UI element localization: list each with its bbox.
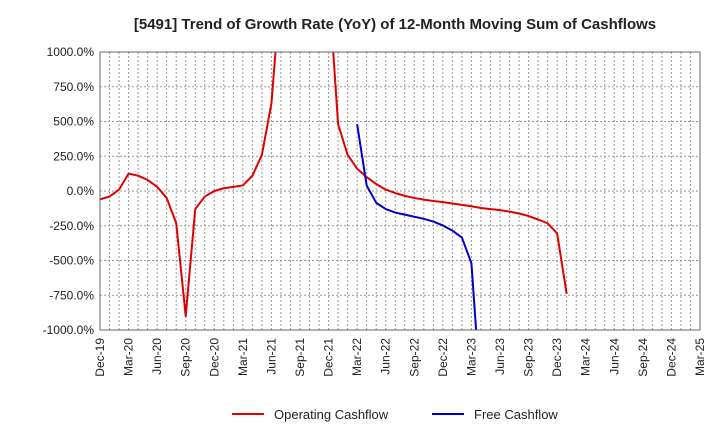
x-tick-label: Sep-22: [407, 338, 421, 377]
x-tick-label: Sep-24: [636, 338, 650, 377]
series-group: [100, 52, 568, 330]
x-tick-label: Mar-24: [579, 338, 593, 376]
x-tick-label: Mar-21: [236, 338, 250, 376]
x-tick-label: Dec-21: [322, 338, 336, 377]
x-tick-label: Sep-23: [522, 338, 536, 377]
y-tick-label: -250.0%: [49, 219, 94, 233]
plot-frame: [99, 51, 701, 331]
legend-label-1: Free Cashflow: [474, 407, 558, 422]
y-tick-label: -1000.0%: [43, 323, 95, 337]
y-tick-label: 250.0%: [53, 149, 94, 163]
x-tick-label: Jun-24: [607, 338, 621, 375]
grid: [99, 51, 701, 331]
y-tick-label: 0.0%: [67, 184, 95, 198]
legend: Operating Cashflow Free Cashflow: [232, 407, 558, 422]
x-tick-label: Jun-22: [379, 338, 393, 375]
x-tick-label: Mar-20: [122, 338, 136, 376]
y-tick-label: 750.0%: [53, 80, 94, 94]
series-line-1: [356, 124, 478, 330]
y-tick-label: -500.0%: [49, 254, 94, 268]
x-tick-label: Dec-22: [436, 338, 450, 377]
x-tick-label: Dec-20: [207, 338, 221, 377]
x-tick-label: Jun-21: [264, 338, 278, 375]
x-tick-label: Mar-23: [464, 338, 478, 376]
series-line-0: [100, 52, 568, 318]
x-tick-label: Mar-25: [693, 338, 707, 376]
y-tick-label: 1000.0%: [47, 45, 95, 59]
x-tick-label: Dec-19: [93, 338, 107, 377]
x-axis: Dec-19 Mar-20 Jun-20 Sep-20 Dec-20 Mar-21 Jun-…: [93, 338, 707, 377]
x-tick-label: Dec-24: [664, 338, 678, 377]
x-tick-label: Sep-20: [179, 338, 193, 377]
x-tick-label: Dec-23: [550, 338, 564, 377]
x-tick-label: Sep-21: [293, 338, 307, 377]
x-tick-label: Jun-20: [150, 338, 164, 375]
chart-title: [5491] Trend of Growth Rate (YoY) of 12-…: [134, 16, 656, 33]
y-tick-label: -750.0%: [49, 288, 94, 302]
x-tick-label: Jun-23: [493, 338, 507, 375]
y-axis: 1000.0% 750.0% 500.0% 250.0% 0.0% -250.0% -500…: [43, 45, 95, 337]
y-tick-label: 500.0%: [53, 115, 94, 129]
x-tick-label: Mar-22: [350, 338, 364, 376]
legend-label-0: Operating Cashflow: [274, 407, 389, 422]
